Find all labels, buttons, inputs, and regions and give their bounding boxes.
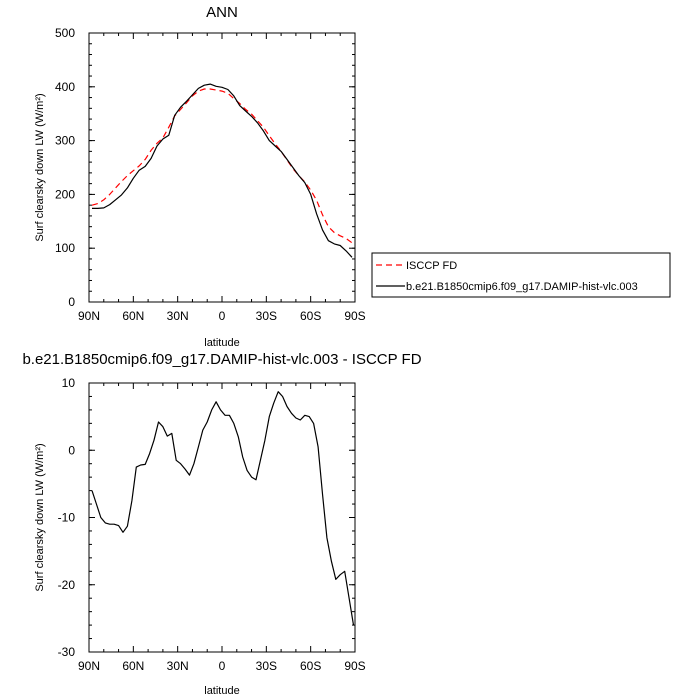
chart-title: b.e21.B1850cmip6.f09_g17.DAMIP-hist-vlc.… xyxy=(22,351,421,368)
series-line-difference xyxy=(91,391,355,626)
x-tick-label: 30N xyxy=(167,659,189,673)
y-tick-label: -20 xyxy=(58,578,76,592)
legend-box xyxy=(371,252,671,298)
x-tick-label: 90N xyxy=(78,659,100,673)
x-tick-label: 90S xyxy=(344,309,365,323)
y-tick-label: -30 xyxy=(58,645,76,659)
plot-frame xyxy=(88,32,356,303)
x-tick-label: 0 xyxy=(219,309,226,323)
legend: ISCCP FD b.e21.B1850cmip6.f09_g17.DAMIP-h… xyxy=(371,252,671,298)
y-tick-label: 10 xyxy=(62,376,76,390)
chart-title: ANN xyxy=(206,4,238,21)
top-plot: ANN 90N 60N 30N 0 30S 60S 90S 0 100 200 300 400 500 la… xyxy=(34,4,366,349)
series-line-isccp-fd xyxy=(91,88,353,244)
x-tick-label: 60S xyxy=(300,659,321,673)
y-tick-label: 200 xyxy=(55,187,75,201)
x-tick-label: 30S xyxy=(256,309,277,323)
legend-entry-label: b.e21.B1850cmip6.f09_g17.DAMIP-hist-vlc.… xyxy=(406,281,638,293)
y-tick-label: 0 xyxy=(68,443,75,457)
x-axis-label: latitude xyxy=(204,337,239,349)
x-tick-label: 90N xyxy=(78,309,100,323)
bottom-plot: b.e21.B1850cmip6.f09_g17.DAMIP-hist-vlc.… xyxy=(22,351,421,697)
legend-entry-label: ISCCP FD xyxy=(406,260,457,272)
x-tick-label: 60S xyxy=(300,309,321,323)
x-tick-label: 60N xyxy=(122,659,144,673)
x-tick-label: 30N xyxy=(167,309,189,323)
x-axis-label: latitude xyxy=(204,685,239,697)
y-tick-label: -10 xyxy=(58,511,76,525)
y-tick-label: 100 xyxy=(55,241,75,255)
y-axis-label: Surf clearsky down LW (W/m²) xyxy=(34,93,46,241)
y-tick-label: 500 xyxy=(55,26,75,40)
x-tick-label: 0 xyxy=(219,659,226,673)
y-tick-label: 300 xyxy=(55,134,75,148)
y-tick-label: 0 xyxy=(68,295,75,309)
series-line-model xyxy=(92,83,353,258)
y-tick-label: 400 xyxy=(55,80,75,94)
y-axis-label: Surf clearsky down LW (W/m²) xyxy=(34,443,46,591)
x-tick-label: 90S xyxy=(344,659,365,673)
x-tick-label: 60N xyxy=(122,309,144,323)
x-tick-label: 30S xyxy=(256,659,277,673)
